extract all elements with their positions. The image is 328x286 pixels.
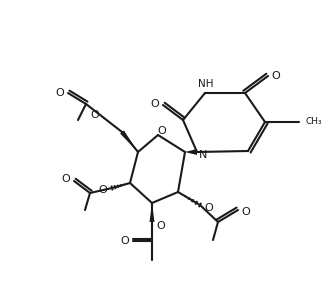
- Text: O: O: [272, 71, 280, 81]
- Text: O: O: [156, 221, 165, 231]
- Polygon shape: [120, 130, 138, 152]
- Text: O: O: [56, 88, 64, 98]
- Text: O: O: [204, 203, 213, 213]
- Polygon shape: [150, 203, 154, 222]
- Text: O: O: [98, 185, 107, 195]
- Text: O: O: [158, 126, 166, 136]
- Text: O: O: [151, 99, 159, 109]
- Text: NH: NH: [198, 79, 214, 89]
- Text: N: N: [199, 150, 207, 160]
- Text: O: O: [90, 110, 99, 120]
- Polygon shape: [185, 149, 197, 155]
- Text: CH₃: CH₃: [305, 118, 322, 126]
- Text: O: O: [242, 207, 250, 217]
- Text: O: O: [121, 236, 129, 246]
- Text: O: O: [62, 174, 71, 184]
